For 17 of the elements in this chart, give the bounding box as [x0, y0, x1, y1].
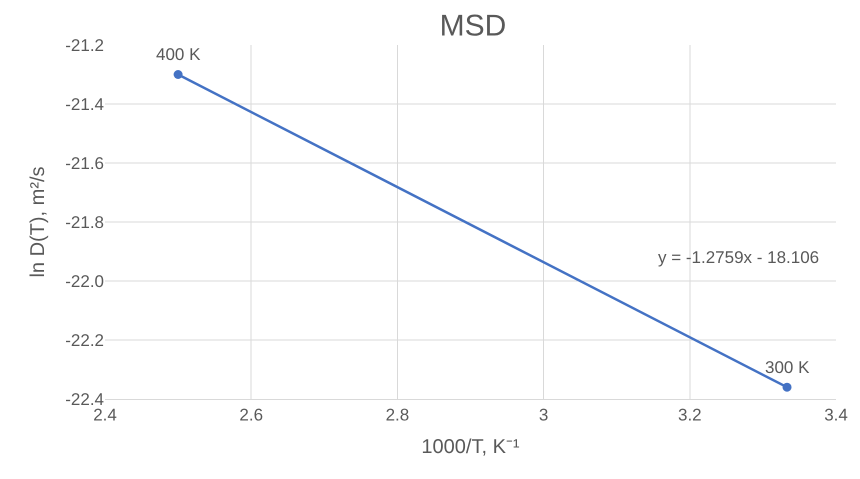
x-tick-label: 3.4 — [824, 405, 848, 424]
annotation: 300 K — [765, 358, 810, 377]
x-tick-label: 3.2 — [678, 405, 702, 424]
x-tick-label: 2.8 — [386, 405, 410, 424]
x-tick-label: 3 — [538, 405, 548, 424]
x-axis-title: 1000/T, K⁻¹ — [421, 436, 520, 458]
y-tick-label: -21.8 — [65, 212, 104, 232]
y-tick-label: -21.2 — [65, 36, 104, 55]
y-tick-label: -22.0 — [65, 272, 104, 291]
annotation: y = -1.2759x - 18.106 — [658, 248, 820, 267]
y-tick-label: -21.6 — [65, 154, 104, 173]
y-tick-label: -22.2 — [65, 330, 104, 350]
y-tick-label: -21.4 — [65, 94, 104, 114]
y-axis-title: ln D(T), m²/s — [26, 166, 49, 278]
annotation: 400 K — [156, 45, 202, 64]
x-tick-label: 2.6 — [239, 405, 264, 424]
chart-title: MSD — [440, 9, 506, 42]
